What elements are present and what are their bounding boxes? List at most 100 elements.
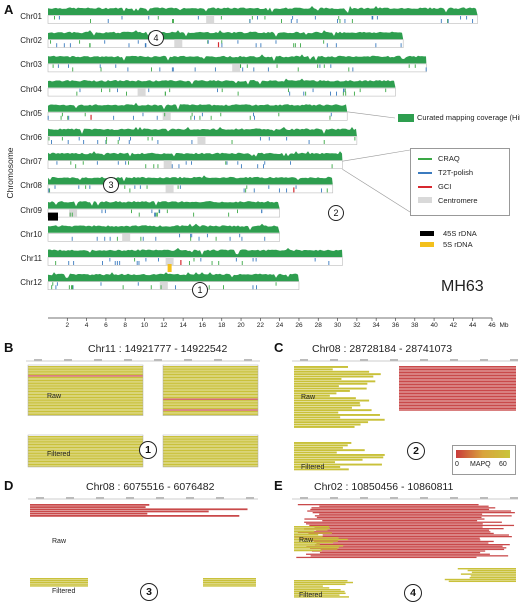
read (163, 392, 258, 394)
read (163, 381, 258, 383)
chr-label-chr04: Chr04 (20, 84, 42, 94)
read (163, 383, 258, 385)
rdna5-legend-swatch (420, 242, 434, 247)
ruler-tick (124, 359, 132, 361)
ruler-tick (360, 359, 368, 361)
read (30, 585, 88, 587)
x-tick-label: 20 (237, 322, 245, 329)
read (163, 401, 258, 403)
read (304, 521, 502, 523)
read (163, 376, 258, 379)
read (28, 410, 143, 413)
read (294, 530, 315, 533)
panel-d-title: Chr08 : 6075516 - 6076482 (86, 481, 215, 493)
read (163, 370, 258, 372)
read (163, 446, 258, 449)
panel-b-letter: B (4, 340, 14, 355)
read (297, 504, 479, 506)
read (163, 375, 258, 377)
read (30, 515, 240, 517)
rdna5-legend-label: 5S rDNA (443, 240, 473, 249)
read (316, 542, 489, 544)
read (294, 387, 367, 390)
read (457, 568, 516, 570)
read (28, 454, 143, 456)
read (163, 389, 258, 391)
x-unit-label: Mb (499, 322, 509, 329)
read (163, 451, 258, 453)
read (28, 437, 143, 439)
centromere-chr07 (163, 160, 172, 169)
read (163, 445, 258, 447)
read (28, 370, 143, 372)
read (314, 526, 483, 528)
read (467, 569, 516, 572)
coverage-chr06 (48, 127, 357, 136)
read (30, 583, 88, 585)
read (163, 453, 258, 455)
coverage-chr02 (48, 30, 404, 40)
read (163, 454, 258, 456)
x-tick-label: 24 (276, 322, 284, 329)
read (294, 594, 340, 596)
ruler-tick (330, 359, 338, 361)
x-tick-label: 6 (104, 322, 108, 329)
centromere-chr06 (197, 136, 206, 145)
ruler-tick (96, 497, 104, 499)
read (163, 443, 258, 445)
mapq-min: 0 (455, 461, 459, 468)
read (399, 402, 516, 404)
read (294, 366, 349, 368)
read (294, 392, 337, 395)
x-tick-label: 14 (179, 322, 187, 329)
ruler-tick (66, 497, 74, 499)
chr-box-chr11 (47, 257, 343, 266)
x-tick-label: 46 (488, 322, 496, 329)
read (294, 411, 339, 414)
read (28, 398, 143, 400)
read (28, 397, 143, 399)
read (469, 577, 516, 579)
read (294, 382, 368, 385)
marker-2: 2 (328, 205, 344, 221)
read (294, 536, 512, 538)
read (163, 367, 258, 369)
read (28, 451, 143, 453)
read (294, 368, 333, 371)
read (399, 387, 516, 389)
read (399, 379, 516, 381)
read (163, 393, 258, 396)
read (163, 449, 258, 452)
chr-label-chr12: Chr12 (20, 278, 42, 288)
read (399, 372, 516, 374)
centromere-chr03 (232, 63, 241, 72)
gci-legend-line (418, 186, 432, 188)
read (294, 585, 323, 587)
read (399, 375, 516, 377)
read (28, 366, 143, 368)
read (294, 529, 328, 531)
read (314, 515, 512, 517)
read (294, 454, 385, 456)
read (163, 410, 258, 413)
read (28, 460, 143, 463)
ruler-tick (246, 497, 254, 499)
ruler-tick (450, 497, 458, 499)
read (294, 418, 385, 421)
mapq-gradient (456, 450, 510, 458)
coverage-legend-swatch (398, 114, 414, 122)
t2t-legend-line (418, 172, 432, 174)
x-tick-label: 22 (256, 322, 264, 329)
read (28, 412, 143, 414)
read (28, 439, 143, 441)
gci-legend-label: GCI (438, 182, 452, 191)
x-tick-label: 26 (295, 322, 303, 329)
read (28, 409, 143, 411)
read (399, 376, 516, 378)
read (203, 585, 256, 587)
read (294, 587, 330, 589)
ruler-tick (330, 497, 338, 499)
read (30, 504, 150, 506)
centromere-chr04 (137, 88, 146, 97)
track-frame (162, 434, 259, 468)
